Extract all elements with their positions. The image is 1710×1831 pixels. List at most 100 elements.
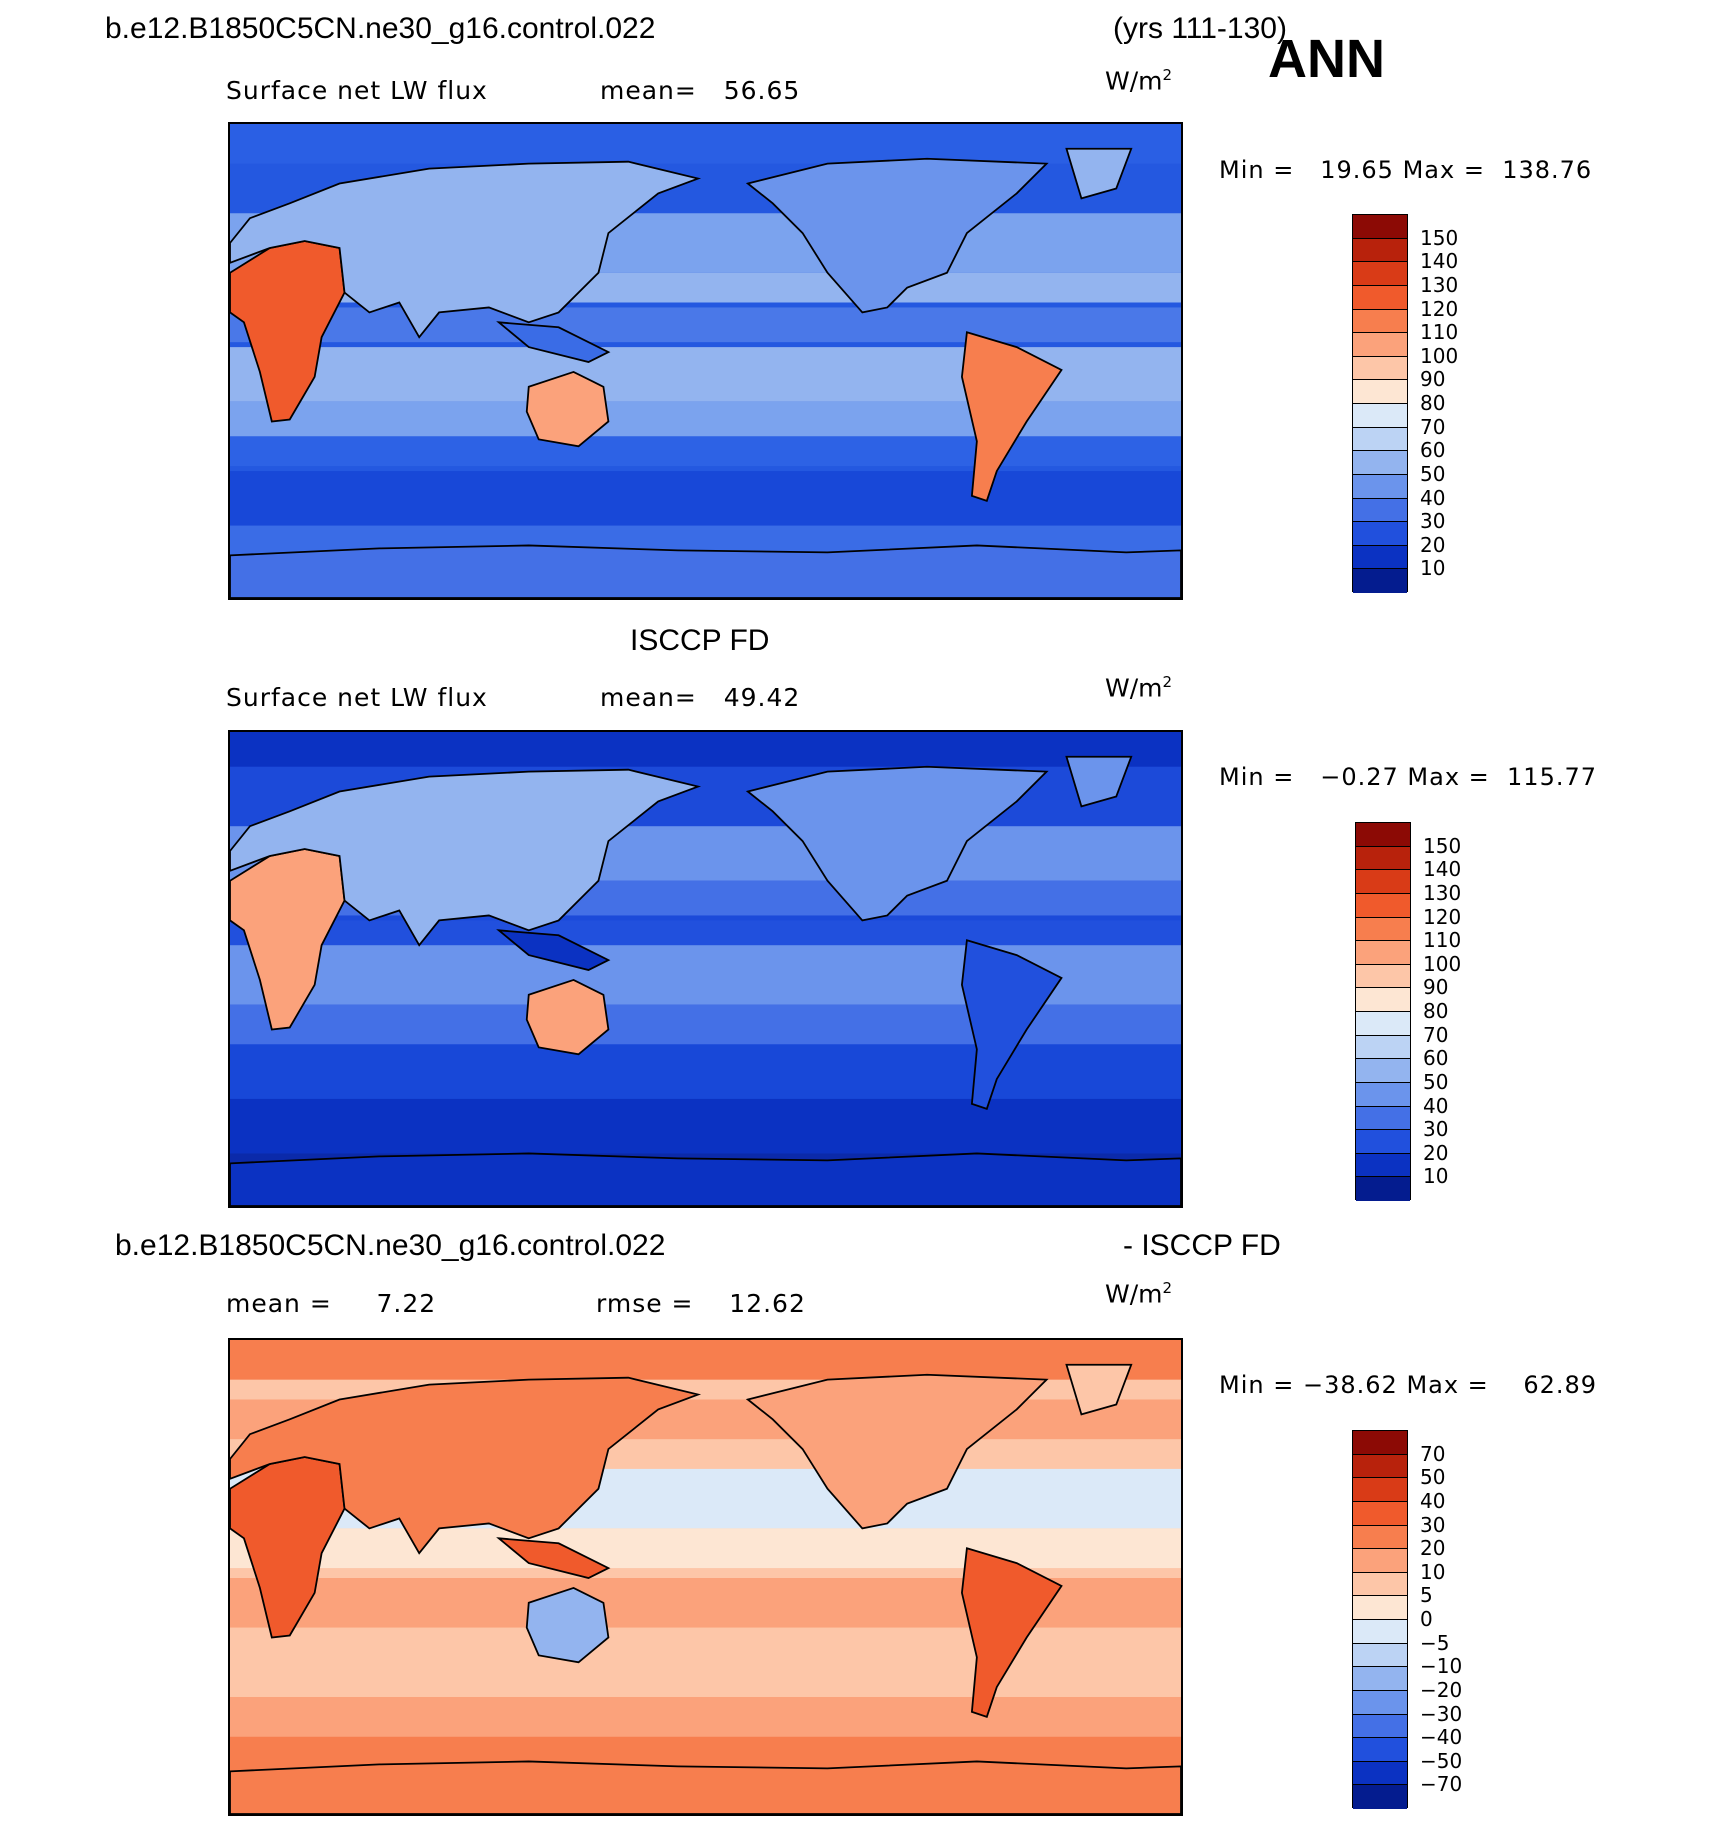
colorbar-tick-label: −30	[1420, 1701, 1463, 1726]
colorbar-tick-label: 10	[1420, 556, 1446, 581]
colorbar-swatch	[1353, 1785, 1407, 1809]
panel-diff-minmax: Min = −38.62 Max = 62.89	[1219, 1371, 1597, 1399]
colorbar-swatch	[1353, 474, 1407, 499]
colorbar-swatch	[1353, 545, 1407, 570]
colorbar-tick-label: 20	[1423, 1140, 1449, 1165]
colorbar-tick-label: 120	[1420, 296, 1459, 321]
continent-outline	[961, 1547, 1063, 1718]
rmse-value: 12.62	[729, 1289, 806, 1318]
colorbar-swatch	[1353, 569, 1407, 593]
continent-outline	[1065, 147, 1133, 200]
units-base: W/m	[1105, 66, 1163, 96]
min-value: −0.27	[1320, 763, 1399, 791]
colorbar-swatch	[1356, 1177, 1410, 1201]
colorbar-swatch	[1353, 1549, 1407, 1573]
colorbar-swatch	[1356, 964, 1410, 989]
mean-label: mean =	[226, 1289, 332, 1318]
units-base: W/m	[1105, 673, 1163, 703]
colorbar-tick-label: 10	[1420, 1559, 1446, 1584]
colorbar-tick-label: 50	[1420, 461, 1446, 486]
colorbar-swatch	[1353, 1501, 1407, 1526]
panel-obs-units: W/m2	[1105, 673, 1172, 702]
max-value: 115.77	[1507, 763, 1598, 791]
colorbar-swatch	[1353, 1643, 1407, 1668]
colorbar-tick-label: 90	[1423, 975, 1449, 1000]
years-label: (yrs 111-130)	[1113, 12, 1287, 45]
colorbar-tick-label: 100	[1420, 343, 1459, 368]
field-band	[230, 1637, 1181, 1697]
colorbar-swatch	[1353, 333, 1407, 357]
continent-outline	[496, 929, 611, 971]
colorbar-swatch	[1356, 1082, 1410, 1107]
season-label: ANN	[1268, 29, 1385, 89]
colorbar-swatch	[1356, 988, 1410, 1012]
rmse-label: rmse =	[596, 1289, 694, 1318]
colorbar-tick-label: −10	[1420, 1654, 1463, 1679]
panel-model-map-svg	[230, 124, 1181, 598]
mean-value: 49.42	[723, 683, 801, 712]
units-exponent: 2	[1162, 1279, 1173, 1297]
colorbar-swatch	[1353, 1596, 1407, 1620]
panel-diff-map	[228, 1338, 1183, 1816]
colorbar-swatch	[1356, 917, 1410, 942]
field-band	[230, 124, 1181, 164]
panel-model-map	[228, 122, 1183, 600]
continent-outline	[525, 370, 610, 448]
colorbar-tick-label: 150	[1420, 225, 1459, 250]
max-label: Max =	[1406, 1371, 1489, 1399]
colorbar-tick-label: 20	[1420, 532, 1446, 557]
colorbar-swatch	[1353, 1454, 1407, 1479]
colorbar-tick-label: 30	[1420, 1512, 1446, 1537]
field-band	[230, 436, 1181, 467]
continent-outline	[745, 1373, 1049, 1530]
continent-outline	[961, 939, 1063, 1110]
panel-diff-units: W/m2	[1105, 1279, 1172, 1308]
max-label: Max =	[1402, 156, 1485, 184]
panel-diff-mean: mean = 7.22	[226, 1289, 436, 1318]
min-value: 19.65	[1320, 156, 1394, 184]
panel-diff-colorbar	[1352, 1430, 1408, 1809]
continent-outline	[230, 1760, 1181, 1814]
colorbar-tick-label: 50	[1420, 1465, 1446, 1490]
colorbar-tick-label: 80	[1423, 999, 1449, 1023]
colorbar-tick-label: 120	[1423, 904, 1462, 929]
colorbar-tick-label: 60	[1423, 1046, 1449, 1071]
colorbar-swatch	[1353, 238, 1407, 263]
colorbar-swatch	[1356, 893, 1410, 918]
max-label: Max =	[1407, 763, 1490, 791]
colorbar-tick-label: 130	[1423, 880, 1462, 905]
colorbar-tick-label: 110	[1420, 320, 1459, 345]
field-band	[230, 1098, 1181, 1154]
colorbar-tick-label: 40	[1423, 1093, 1449, 1118]
colorbar-swatch	[1353, 498, 1407, 523]
panel-model-mean: mean= 56.65	[600, 76, 800, 105]
panel-obs-title: ISCCP FD	[630, 624, 770, 657]
colorbar-tick-label: 80	[1420, 391, 1446, 415]
mean-label: mean=	[600, 76, 697, 105]
min-value: −38.62	[1302, 1371, 1398, 1399]
colorbar-swatch	[1356, 1130, 1410, 1154]
colorbar-swatch	[1353, 1431, 1407, 1455]
field-band	[230, 732, 1181, 767]
mean-label: mean=	[600, 683, 697, 712]
colorbar-tick-label: 130	[1420, 272, 1459, 297]
continent-outline	[230, 1152, 1181, 1206]
continent-outline	[1065, 755, 1133, 808]
units-exponent: 2	[1162, 673, 1173, 691]
colorbar-swatch	[1356, 1012, 1410, 1036]
panel-diff-map-svg	[230, 1340, 1181, 1814]
colorbar-tick-label: −70	[1420, 1772, 1463, 1797]
field-band	[230, 920, 1181, 946]
continent-outline	[496, 1537, 611, 1579]
colorbar-swatch	[1353, 262, 1407, 286]
colorbar-tick-label: −5	[1420, 1630, 1450, 1655]
max-value: 138.76	[1502, 156, 1593, 184]
panel-obs-variable-label: Surface net LW flux	[226, 683, 488, 712]
panel-diff-title-obs: - ISCCP FD	[1123, 1229, 1281, 1262]
field-band	[230, 1696, 1181, 1737]
colorbar-tick-label: 100	[1423, 951, 1462, 976]
continent-outline	[1065, 1363, 1133, 1416]
panel-diff-rmse: rmse = 12.62	[596, 1289, 806, 1318]
colorbar-tick-label: −50	[1420, 1748, 1463, 1773]
case-title: b.e12.B1850C5CN.ne30_g16.control.022	[105, 12, 656, 45]
